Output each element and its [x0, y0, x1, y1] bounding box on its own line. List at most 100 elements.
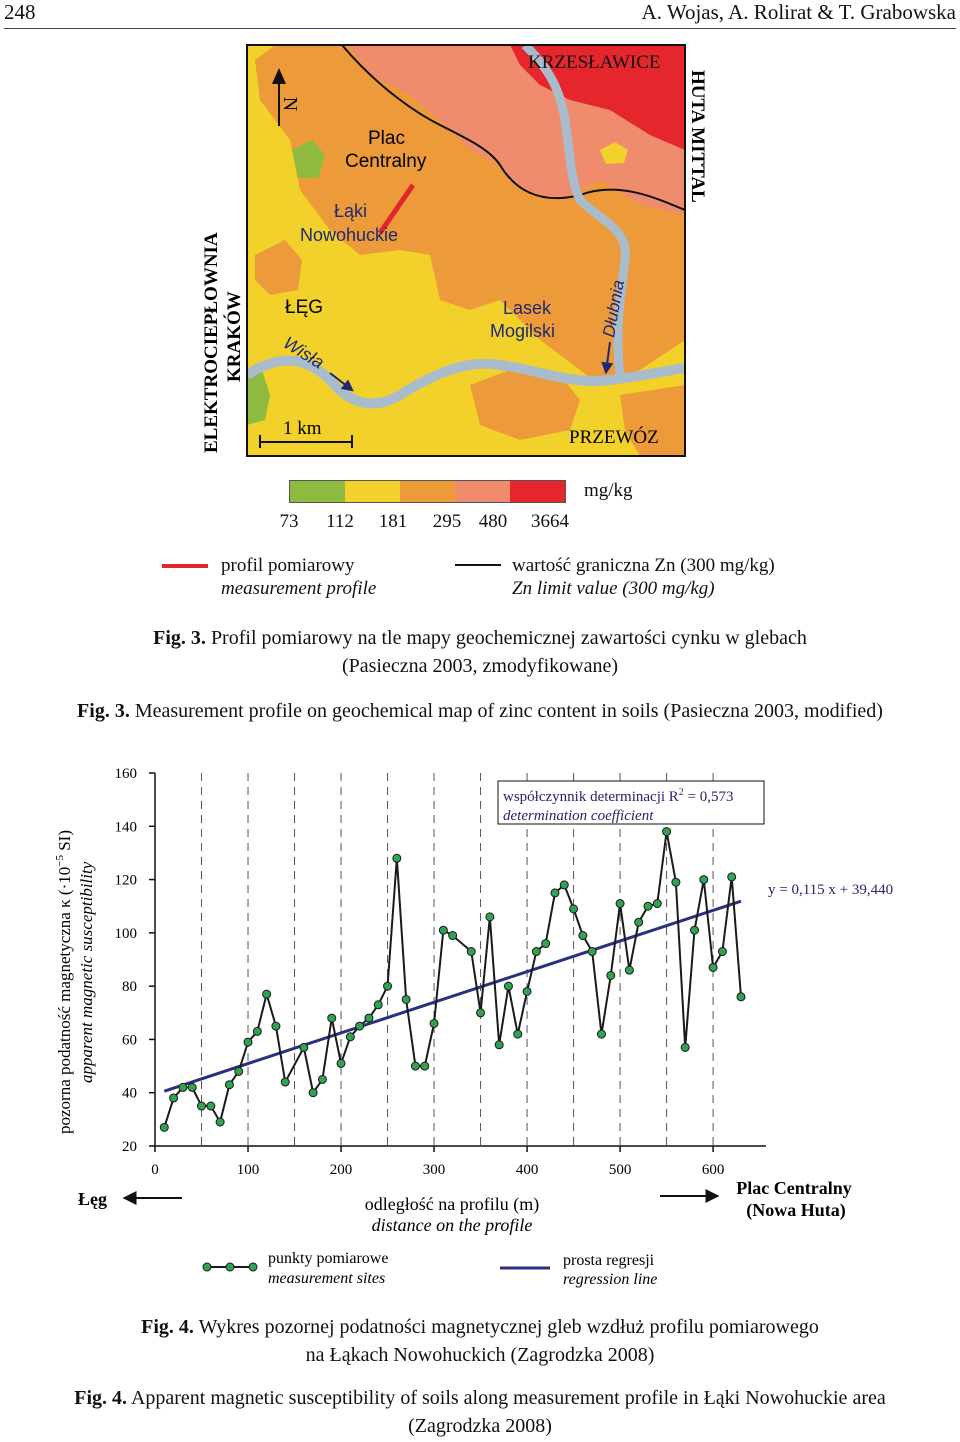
data-point	[317, 1074, 327, 1084]
label-krzeslawice: KRZESŁAWICE	[528, 52, 661, 73]
fig3-label: Fig. 3.	[153, 627, 206, 649]
data-point	[271, 1021, 281, 1031]
limit-legend-swatch	[455, 564, 501, 566]
label-huta-mittal: HUTA MITTAL	[687, 70, 708, 203]
label-plac: Plac	[368, 128, 405, 149]
data-point	[587, 947, 597, 957]
x-tick-label: 400	[516, 1162, 539, 1178]
data-point	[466, 947, 476, 957]
data-point	[522, 986, 532, 996]
measurement-profile-line	[377, 183, 416, 235]
zone-green-1	[292, 140, 325, 178]
data-point	[224, 1080, 234, 1090]
y-tick-label: 80	[122, 979, 137, 995]
data-line	[163, 831, 742, 1128]
north-arrow	[272, 68, 286, 126]
r2-exp: 2	[679, 787, 684, 798]
wisla-flow-arrow	[329, 372, 354, 392]
data-point	[513, 1029, 523, 1039]
susceptibility-chart: 20 40 60 80 100 120 140 160 0 100 200 300 400 500 600…	[54, 766, 893, 1288]
data-point	[541, 939, 551, 949]
data-point	[364, 1013, 374, 1023]
header-rule	[4, 28, 956, 29]
label-nowohuckie: Nowohuckie	[300, 225, 398, 245]
x-axis-label-pl: odległość na profilu (m)	[365, 1194, 539, 1215]
river-wisla	[247, 355, 685, 409]
zinc-tick: 112	[326, 511, 354, 532]
legend-point-marker	[202, 1262, 212, 1272]
data-point	[169, 1093, 179, 1103]
data-point	[736, 992, 746, 1002]
profile-legend-pl: profil pomiarowy	[221, 555, 355, 576]
left-end-label: Łęg	[78, 1189, 107, 1209]
fig3-caption-en-text: Measurement profile on geochemical map o…	[134, 700, 883, 722]
data-point	[308, 1088, 318, 1098]
data-point	[652, 899, 662, 909]
fig4-caption-pl: Fig. 4. Wykres pozornej podatności magne…	[0, 1313, 960, 1369]
map-frame	[246, 44, 686, 457]
legend-point-marker	[248, 1262, 258, 1272]
data-point	[392, 853, 402, 863]
data-point	[494, 1040, 504, 1050]
data-point	[708, 962, 718, 972]
label-przewoz: PRZEWÓZ	[569, 426, 659, 448]
data-point	[159, 1122, 169, 1132]
r2-label: współczynnik determinacji R2 = 0,573	[503, 787, 734, 805]
ylabel-pl-text: pozorna podatność magnetyczna κ (·10	[55, 867, 74, 1134]
data-point	[243, 1037, 253, 1047]
data-point	[503, 981, 513, 991]
x-tick-label: 500	[609, 1162, 632, 1178]
y-tick-label: 100	[115, 926, 138, 942]
fig4-caption-en: Fig. 4. Apparent magnetic susceptibility…	[0, 1384, 960, 1440]
label-mogilski: Mogilski	[490, 321, 555, 341]
y-tick-label: 140	[115, 819, 138, 835]
river-dlubnia	[521, 45, 630, 376]
data-point	[485, 912, 495, 922]
profile-legend-swatch	[162, 564, 208, 568]
ylabel-exp: −5	[54, 855, 66, 867]
right-end-label-2: (Nowa Huta)	[746, 1200, 846, 1221]
data-point	[420, 1061, 430, 1071]
right-end-label-1: Plac Centralny	[736, 1178, 851, 1198]
x-tick-label: 300	[423, 1162, 446, 1178]
data-point	[643, 901, 653, 911]
y-tick-label: 20	[122, 1139, 137, 1155]
zinc-tick: 3664	[531, 511, 569, 532]
x-tick-label: 200	[330, 1162, 353, 1178]
data-point	[550, 888, 560, 898]
fig3-caption-en: Fig. 3. Measurement profile on geochemic…	[0, 697, 960, 725]
zone-red	[510, 45, 685, 150]
y-axis-label-en: apparent magnetic susceptibility	[77, 861, 96, 1083]
label-centralny: Centralny	[345, 151, 427, 172]
zinc-tick: 73	[279, 511, 299, 532]
data-point	[624, 965, 634, 975]
data-point	[680, 1042, 690, 1052]
fig3-label-en: Fig. 3.	[77, 700, 130, 722]
label-elektrocieplownia: ELEKTROCIEPŁOWNIA	[201, 232, 222, 453]
label-laki: Łąki	[334, 201, 367, 221]
zinc-class-1	[290, 481, 345, 502]
data-point	[429, 1018, 439, 1028]
zinc-unit: mg/kg	[584, 480, 633, 501]
data-point	[448, 931, 458, 941]
data-point	[476, 1008, 486, 1018]
data-point	[671, 877, 681, 887]
regression-equation: y = 0,115 x + 39,440	[768, 882, 893, 898]
x-tick-label: 0	[151, 1162, 159, 1178]
data-point	[531, 947, 541, 957]
fig3-caption-pl: Fig. 3. Profil pomiarowy na tle mapy geo…	[20, 624, 940, 680]
zinc-tick: 480	[478, 511, 508, 532]
data-point	[327, 1013, 337, 1023]
legend-points-en: measurement sites	[268, 1270, 385, 1287]
data-point	[345, 1032, 355, 1042]
dlubnia-flow-arrow	[601, 341, 614, 375]
data-point	[606, 970, 616, 980]
data-point	[336, 1058, 346, 1068]
scale-bar	[259, 435, 353, 448]
data-point	[187, 1082, 197, 1092]
r2-label-en: determination coefficient	[503, 808, 654, 824]
regression-line	[163, 899, 742, 1093]
r2-box	[497, 780, 765, 825]
label-leg: ŁĘG	[285, 297, 323, 318]
data-point	[717, 947, 727, 957]
